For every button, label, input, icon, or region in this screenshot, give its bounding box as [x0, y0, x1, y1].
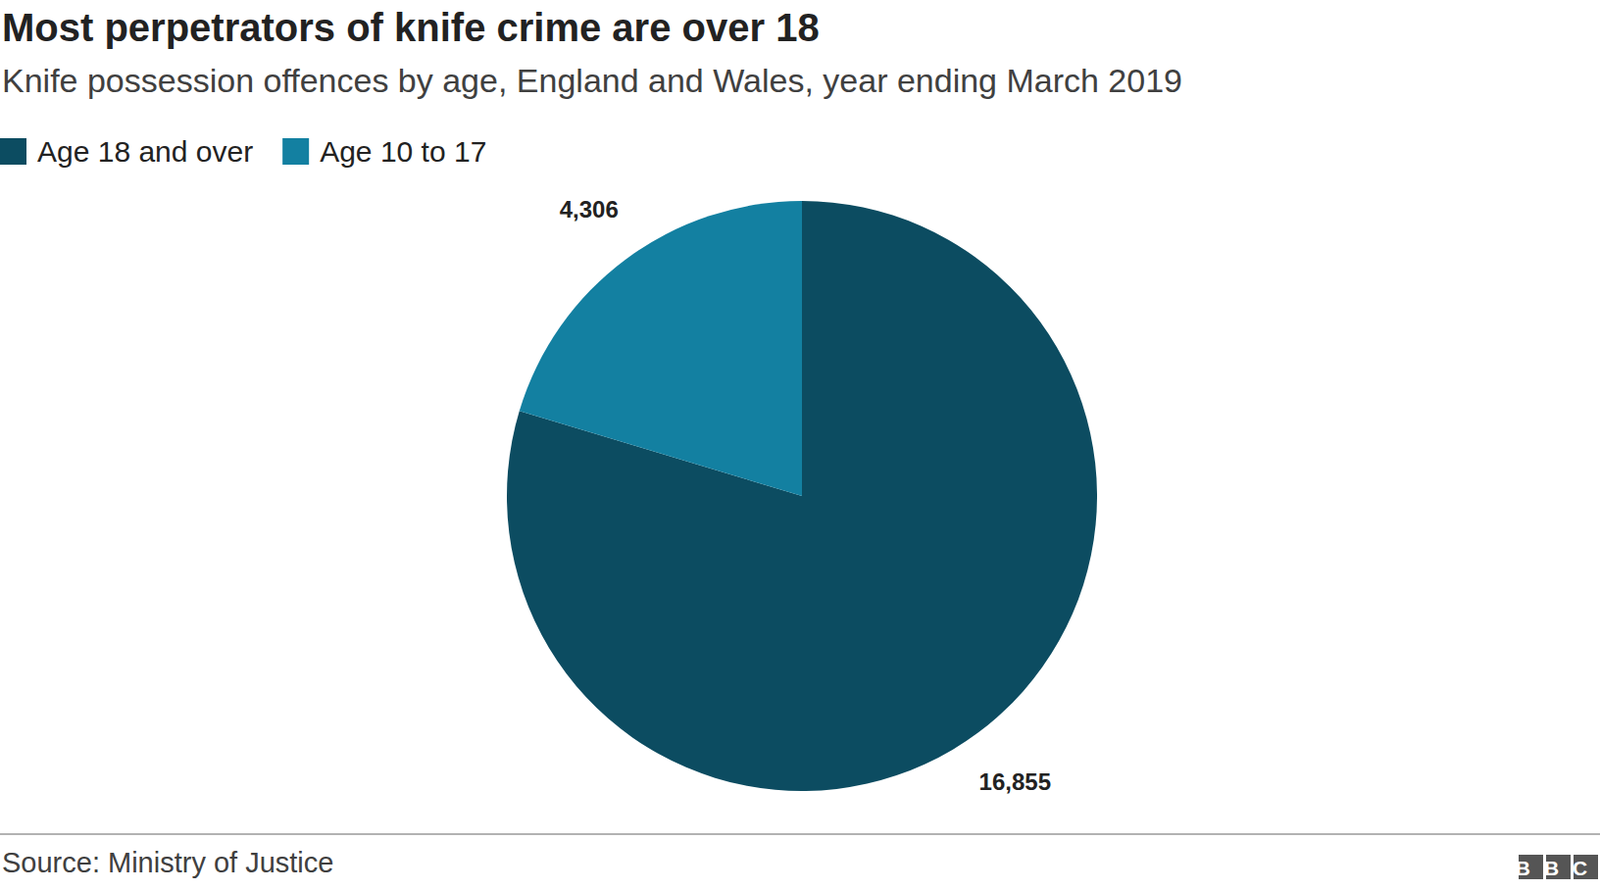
logo: BBC — [1515, 854, 1600, 880]
source: Source: Ministry of Justice — [1, 847, 334, 879]
logo-text: BBC — [1515, 856, 1600, 880]
data-label: 16,855 — [979, 768, 1051, 796]
chart: Most perpetrators of knife crime are ove… — [0, 0, 1600, 890]
data-labels: 16,855 4,306 — [559, 196, 1051, 797]
legend-label: Age 18 and over — [37, 135, 253, 168]
pie-slice — [506, 200, 1098, 792]
title: Most perpetrators of knife crime are ove… — [1, 5, 820, 50]
pie — [506, 200, 1098, 792]
legend-label: Age 10 to 17 — [319, 135, 487, 168]
data-label: 4,306 — [559, 196, 619, 223]
pie-slice — [519, 200, 802, 497]
legend-swatch — [282, 138, 309, 165]
legend: Age 18 and over Age 10 to 17 — [0, 135, 487, 168]
footer-rule — [0, 833, 1600, 836]
subtitle: Knife possession offences by age, Englan… — [1, 61, 1183, 100]
legend-swatch — [0, 138, 27, 165]
